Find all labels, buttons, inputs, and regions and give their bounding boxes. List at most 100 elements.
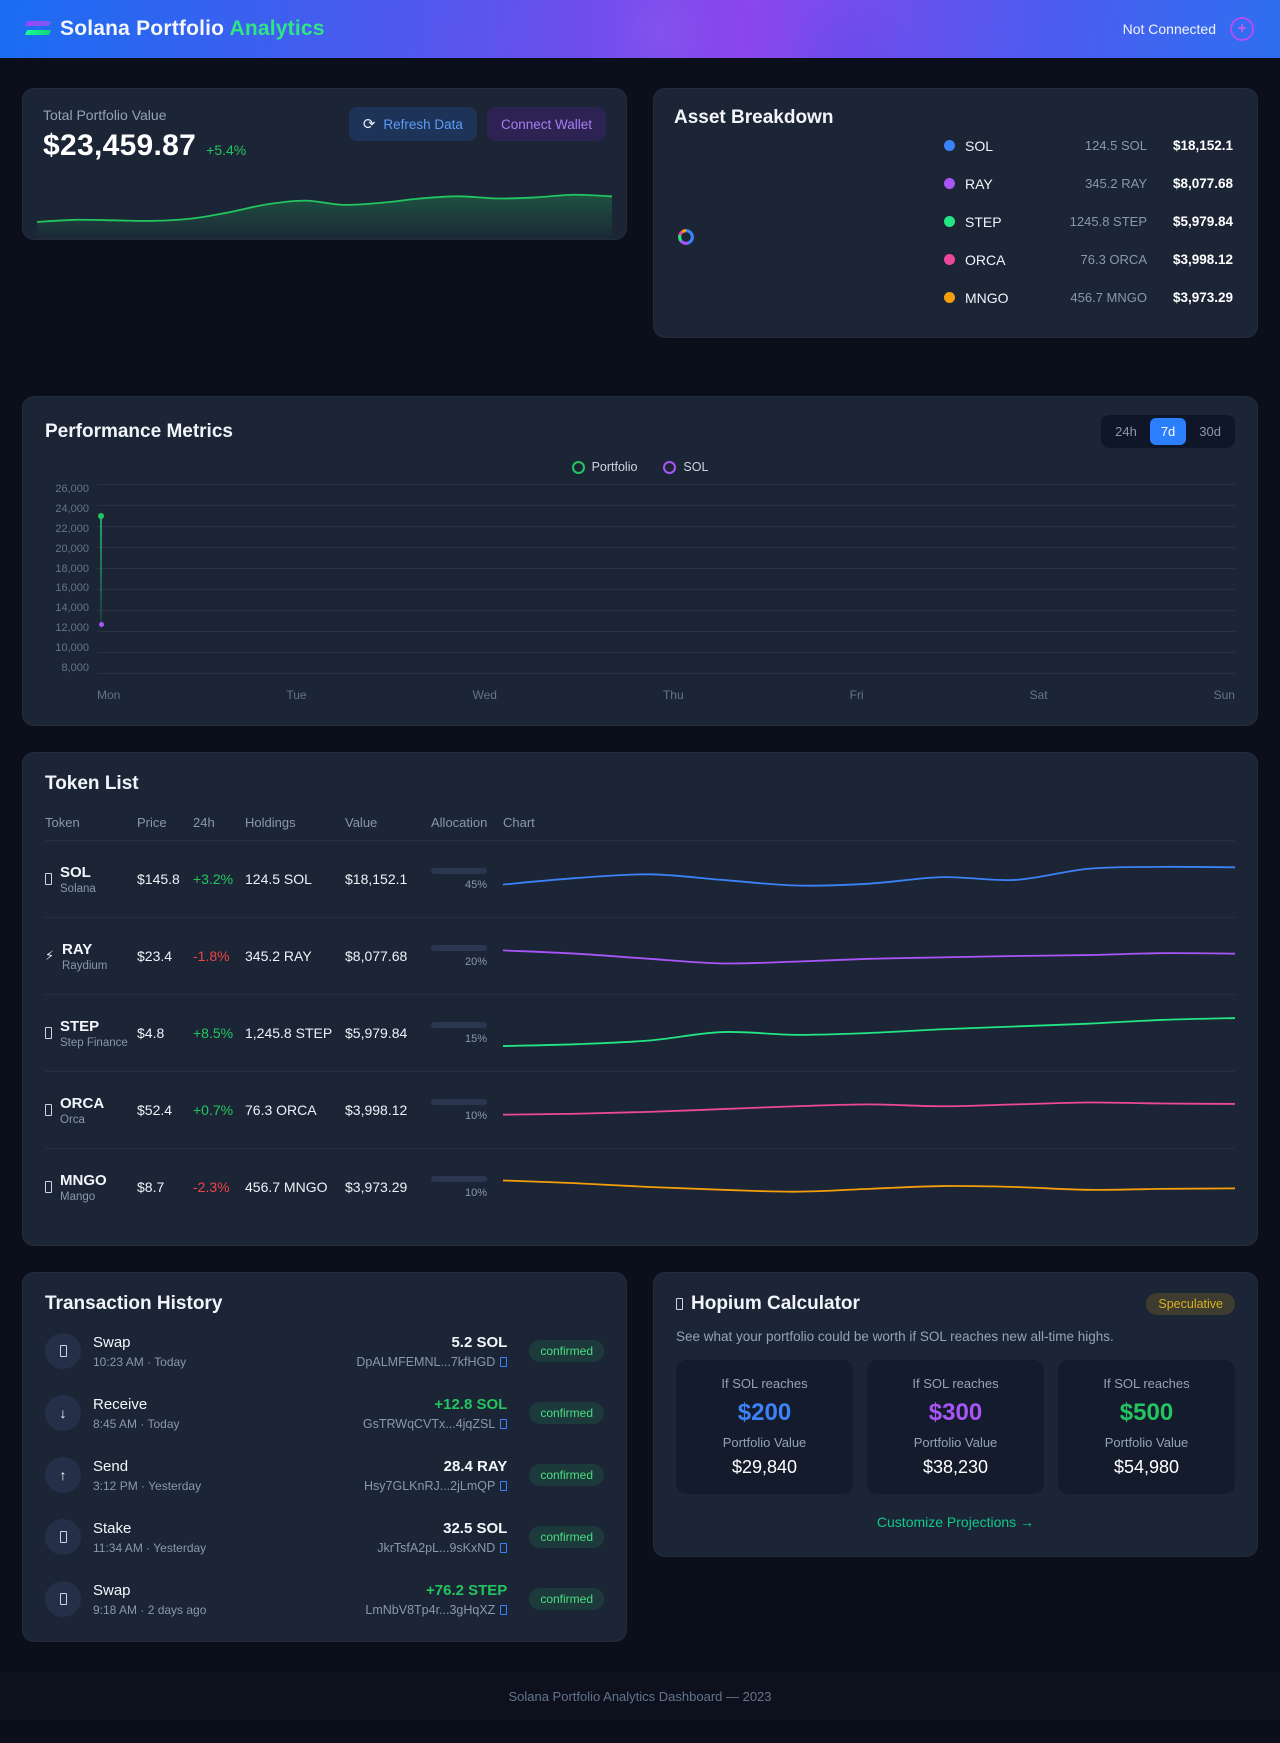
token-missing-glyph-icon <box>45 1104 52 1116</box>
asset-color-dot <box>944 254 955 265</box>
transaction-amount: +76.2 STEP <box>426 1581 508 1599</box>
projection-condition: If SOL reaches <box>912 1376 999 1391</box>
projection-value: $54,980 <box>1113 1457 1180 1477</box>
external-link-icon <box>500 1356 508 1367</box>
transaction-item[interactable]: Swap 10:23 AM · Today 5.2 SOL DpALMFEMNL… <box>45 1333 604 1369</box>
token-missing-glyph-icon <box>45 1181 52 1193</box>
portfolio-sparkline-chart <box>37 175 612 239</box>
y-tick: 10,000 <box>55 642 89 654</box>
range-30d-button[interactable]: 30d <box>1188 418 1232 445</box>
transaction-amount: +12.8 SOL <box>434 1395 508 1413</box>
asset-amount: 456.7 MNGO <box>1070 290 1147 305</box>
x-tick: Sun <box>1213 688 1235 702</box>
customize-projections-link[interactable]: Customize Projections → <box>676 1514 1235 1530</box>
transaction-item[interactable]: Swap 9:18 AM · 2 days ago +76.2 STEP LmN… <box>45 1581 604 1617</box>
asset-amount: 124.5 SOL <box>1084 138 1147 153</box>
token-price: $145.8 <box>137 871 180 887</box>
external-link-icon <box>500 1480 508 1491</box>
token-sparkline-chart <box>503 928 1235 984</box>
allocation-bar <box>431 867 487 874</box>
transaction-type: Stake <box>93 1519 132 1537</box>
asset-row: STEP 1245.8 STEP $5,979.84 <box>944 214 1233 230</box>
portfolio-value: $23,459.87 <box>43 129 197 162</box>
page-footer: Solana Portfolio Analytics Dashboard — 2… <box>0 1672 1280 1720</box>
legend-portfolio: Portfolio <box>571 460 638 474</box>
app-title-main: Solana Portfolio <box>60 17 230 40</box>
x-tick: Sat <box>1029 688 1048 702</box>
table-row[interactable]: SOL Solana $145.8 +3.2% 124.5 SOL $18,152… <box>45 840 1235 917</box>
y-tick: 16,000 <box>55 582 89 595</box>
token-price: $8.7 <box>137 1179 165 1195</box>
add-wallet-icon[interactable]: + <box>1230 17 1254 41</box>
token-holdings: 1,245.8 STEP <box>245 1025 333 1041</box>
transaction-hash: Hsy7GLKnRJ...2jLmQP <box>364 1478 496 1493</box>
connection-status: Not Connected <box>1122 21 1216 37</box>
external-link-icon <box>500 1418 508 1429</box>
col-price: Price <box>137 815 167 830</box>
status-badge: confirmed <box>529 1588 604 1610</box>
refresh-label: Refresh Data <box>383 116 463 132</box>
x-tick: Fri <box>849 688 864 702</box>
collapsed-series-line <box>100 517 102 629</box>
table-row[interactable]: STEP Step Finance $4.8 +8.5% 1,245.8 STEP… <box>45 994 1235 1071</box>
x-axis-labels: Mon Tue Wed Thu Fri Sat Sun <box>97 688 1235 702</box>
y-tick: 24,000 <box>55 502 89 515</box>
token-symbol: MNGO <box>60 1171 107 1189</box>
brand: Solana Portfolio Analytics <box>24 17 325 41</box>
transaction-history-card: Transaction History Swap 10:23 AM · Toda… <box>22 1272 627 1642</box>
table-row[interactable]: MNGO Mango $8.7 -2.3% 456.7 MNGO $3,973.2… <box>45 1148 1235 1225</box>
table-row[interactable]: ⚡ RAY Raydium $23.4 -1.8% 345.2 RAY $8,07… <box>45 917 1235 994</box>
y-tick: 22,000 <box>55 522 89 535</box>
transaction-hash-link[interactable]: DpALMFEMNL...7kfHGD <box>356 1355 508 1369</box>
performance-metrics-card: Performance Metrics 24h 7d 30d Portfolio… <box>22 396 1258 726</box>
asset-row: MNGO 456.7 MNGO $3,973.29 <box>944 290 1233 306</box>
x-tick: Thu <box>662 688 684 702</box>
transaction-hash-link[interactable]: JkrTsfA2pL...9sKxND <box>377 1541 508 1555</box>
token-change: -2.3% <box>193 1179 230 1195</box>
asset-value: $18,152.1 <box>1172 138 1233 153</box>
allocation-percent: 10% <box>464 1186 487 1199</box>
token-symbol: STEP <box>60 1017 100 1035</box>
allocation-percent: 10% <box>464 1109 487 1122</box>
projection-value: $38,230 <box>922 1457 989 1477</box>
token-list-title: Token List <box>45 773 139 794</box>
range-24h-button[interactable]: 24h <box>1104 418 1148 445</box>
y-tick: 8,000 <box>61 661 89 674</box>
stake-missing-glyph-icon <box>45 1519 81 1555</box>
asset-symbol: SOL <box>965 137 994 154</box>
allocation-percent: 20% <box>464 955 487 968</box>
transaction-item[interactable]: ↓ Receive 8:45 AM · Today +12.8 SOL GsTR… <box>45 1395 604 1431</box>
connect-wallet-button[interactable]: Connect Wallet <box>486 107 606 141</box>
col-chart: Chart <box>503 815 535 830</box>
asset-breakdown-card: Asset Breakdown SOL 124.5 SOL $18,152.1 … <box>653 88 1258 338</box>
asset-breakdown-title: Asset Breakdown <box>674 107 834 128</box>
transaction-time: 10:23 AM · Today <box>93 1354 187 1369</box>
transaction-time: 8:45 AM · Today <box>93 1416 180 1431</box>
legend-label: Portfolio <box>591 460 638 474</box>
transaction-item[interactable]: Stake 11:34 AM · Yesterday 32.5 SOL JkrT… <box>45 1519 604 1555</box>
portfolio-data-point <box>98 513 104 519</box>
token-name: Raydium <box>62 959 108 972</box>
allocation-bar <box>431 1175 487 1182</box>
transaction-hash-link[interactable]: GsTRWqCVTx...4jqZSL <box>363 1417 508 1431</box>
transaction-hash-link[interactable]: Hsy7GLKnRJ...2jLmQP <box>364 1478 508 1493</box>
token-sparkline-chart <box>503 851 1235 907</box>
transaction-item[interactable]: ↑ Send 3:12 PM · Yesterday 28.4 RAY Hsy7… <box>45 1457 604 1493</box>
y-tick: 26,000 <box>55 483 89 495</box>
connect-wallet-label: Connect Wallet <box>500 116 592 132</box>
asset-amount: 76.3 ORCA <box>1080 252 1147 267</box>
token-symbol: SOL <box>60 863 91 881</box>
y-tick: 18,000 <box>55 562 89 575</box>
refresh-data-button[interactable]: ⟳ Refresh Data <box>348 107 477 141</box>
projection-card: If SOL reaches $200 Portfolio Value $29,… <box>676 1360 853 1494</box>
sol-legend-ring-icon <box>663 460 677 474</box>
app-header: Solana Portfolio Analytics Not Connected… <box>0 0 1280 58</box>
token-price: $4.8 <box>137 1025 165 1041</box>
projection-price: $200 <box>737 1399 792 1426</box>
legend-label: SOL <box>683 460 709 474</box>
x-tick: Mon <box>97 688 121 702</box>
transaction-hash-link[interactable]: LmNbV8Tp4r...3gHqXZ <box>365 1603 508 1617</box>
table-row[interactable]: ORCA Orca $52.4 +0.7% 76.3 ORCA $3,998.12… <box>45 1071 1235 1148</box>
asset-row: RAY 345.2 RAY $8,077.68 <box>944 176 1233 192</box>
range-7d-button[interactable]: 7d <box>1149 418 1187 445</box>
